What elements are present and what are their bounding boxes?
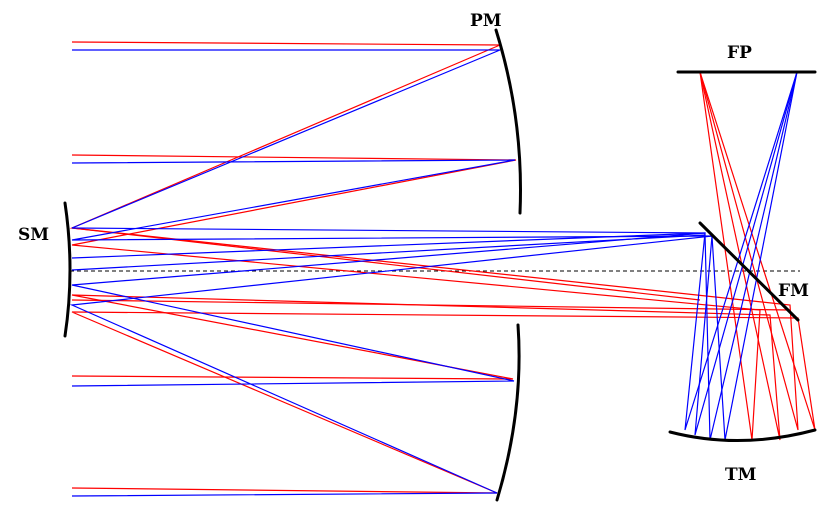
red-ray-2: [71, 71, 761, 441]
label-fp: FP: [727, 43, 752, 63]
secondary-mirror: [63, 201, 72, 338]
blue-ray-5: [71, 232, 706, 259]
blue-ray-bundle: [69, 49, 798, 497]
label-fm: FM: [778, 281, 809, 301]
red-ray-4: [71, 71, 816, 494]
blue-ray-1: [71, 49, 798, 431]
red-ray-6: [71, 299, 791, 311]
red-ray-5: [71, 227, 701, 301]
label-pm: PM: [470, 11, 502, 31]
blue-ray-6: [71, 234, 706, 271]
primary-mirror-lower: [495, 323, 521, 502]
blue-ray-3: [71, 71, 798, 441]
tertiary-mirror: [668, 428, 817, 443]
primary-mirror-upper: [494, 28, 522, 215]
blue-ray-2: [71, 71, 798, 436]
blue-ray-4: [69, 71, 798, 497]
label-sm: SM: [18, 225, 49, 245]
label-tm: TM: [725, 465, 757, 485]
fold-mirror: [698, 221, 800, 322]
red-ray-bundle: [69, 41, 816, 494]
